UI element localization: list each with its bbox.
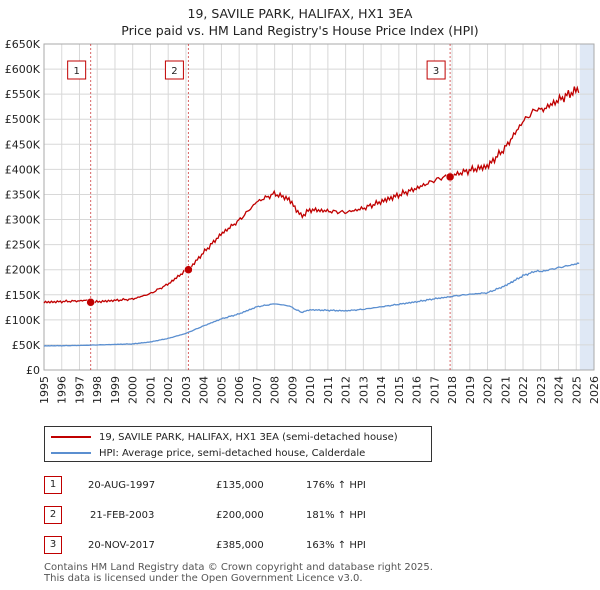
legend-hpi: HPI: Average price, semi-detached house,… xyxy=(51,445,365,461)
x-tick-label: 2023 xyxy=(535,376,548,404)
sale-label-box-3 xyxy=(426,60,446,80)
x-tick-label: 1997 xyxy=(73,376,86,404)
y-tick-label: £550K xyxy=(5,88,41,101)
sale-hpi-2: 181% ↑ HPI xyxy=(306,510,366,521)
legend-property: 19, SAVILE PARK, HALIFAX, HX1 3EA (semi-… xyxy=(51,429,398,445)
sale-price-3: £385,000 xyxy=(216,540,264,551)
y-tick-label: £300K xyxy=(5,214,41,227)
x-tick-label: 2021 xyxy=(499,376,512,404)
x-tick-label: 2011 xyxy=(322,376,335,404)
plot-border xyxy=(43,43,595,371)
x-tick-label: 2025 xyxy=(570,376,583,404)
y-tick-label: £0 xyxy=(26,364,40,377)
y-tick-label: £350K xyxy=(5,188,41,201)
x-tick-label: 2019 xyxy=(464,376,477,404)
y-tick-label: £500K xyxy=(5,113,41,126)
y-tick-label: £600K xyxy=(5,63,41,76)
legend-hpi-swatch xyxy=(51,452,91,454)
y-tick-label: £400K xyxy=(5,163,41,176)
sale-row-1: 1 20-AUG-1997 £135,000 176% ↑ HPI xyxy=(44,476,564,496)
x-tick-label: 2007 xyxy=(251,376,264,404)
x-tick-label: 1999 xyxy=(109,376,122,404)
y-tick-label: £150K xyxy=(5,289,41,302)
sale-badge-2: 2 xyxy=(44,506,62,524)
property-line xyxy=(43,85,580,305)
x-tick-label: 2022 xyxy=(517,376,530,404)
sale-date-1: 20-AUG-1997 xyxy=(88,480,156,491)
hpi-line xyxy=(43,262,580,347)
price-chart: £0 £50K £100K £150K £200K £250K £300K £350K £400… xyxy=(5,38,600,404)
legend: 19, SAVILE PARK, HALIFAX, HX1 3EA (semi-… xyxy=(44,426,432,462)
plot-area xyxy=(44,44,594,370)
sale-label-1: 1 xyxy=(73,66,79,77)
x-tick-label: 2024 xyxy=(553,376,566,404)
x-tick-label: 2010 xyxy=(304,376,317,404)
sale-row-3: 3 20-NOV-2017 £385,000 163% ↑ HPI xyxy=(44,536,564,556)
x-tick-label: 2018 xyxy=(446,376,459,404)
x-tick-label: 1995 xyxy=(38,376,51,404)
sale-point-1 xyxy=(86,298,95,307)
y-tick-label: £450K xyxy=(5,138,41,151)
x-tick-label: 2015 xyxy=(393,376,406,404)
x-tick-label: 2017 xyxy=(428,376,441,404)
x-tick-label: 2003 xyxy=(180,376,193,404)
x-tick-label: 2012 xyxy=(340,376,353,404)
sale-price-1: £135,000 xyxy=(216,480,264,491)
sale-badge-1: 1 xyxy=(44,476,62,494)
y-tick-label: £250K xyxy=(5,239,41,252)
sale-hpi-3: 163% ↑ HPI xyxy=(306,540,366,551)
y-tick-label: £650K xyxy=(5,38,41,51)
x-tick-label: 2006 xyxy=(233,376,246,404)
x-tick-label: 2004 xyxy=(198,376,211,404)
x-tick-label: 2008 xyxy=(269,376,282,404)
sale-hpi-1: 176% ↑ HPI xyxy=(306,480,366,491)
chart-subtitle: Price paid vs. HM Land Registry's House … xyxy=(121,23,479,38)
sale-badge-3: 3 xyxy=(44,536,62,554)
x-tick-label: 2026 xyxy=(588,376,600,404)
x-tick-label: 2020 xyxy=(482,376,495,404)
sale-label-3: 3 xyxy=(433,66,439,77)
x-tick-label: 1996 xyxy=(56,376,69,404)
x-tick-label: 2002 xyxy=(162,376,175,404)
sale-label-box-1 xyxy=(67,60,87,80)
footer-copyright: Contains HM Land Registry data © Crown c… xyxy=(44,562,433,573)
x-tick-label: 2009 xyxy=(286,376,299,404)
x-tick-label: 2014 xyxy=(375,376,388,404)
legend-hpi-label: HPI: Average price, semi-detached house,… xyxy=(99,447,366,459)
sale-label-box-2 xyxy=(164,60,184,80)
sale-date-3: 20-NOV-2017 xyxy=(88,540,155,551)
y-tick-label: £200K xyxy=(5,264,41,277)
x-tick-label: 2005 xyxy=(215,376,228,404)
projection-band xyxy=(579,44,594,370)
sale-point-2 xyxy=(184,265,193,274)
sale-label-2: 2 xyxy=(171,66,177,77)
x-tick-label: 2013 xyxy=(357,376,370,404)
footer-licence: This data is licensed under the Open Gov… xyxy=(44,573,363,584)
y-tick-label: £100K xyxy=(5,314,41,327)
sale-price-2: £200,000 xyxy=(216,510,264,521)
legend-property-label: 19, SAVILE PARK, HALIFAX, HX1 3EA (semi-… xyxy=(99,431,398,443)
y-tick-label: £50K xyxy=(12,339,41,352)
sale-point-3 xyxy=(445,172,455,182)
sale-date-2: 21-FEB-2003 xyxy=(90,510,155,521)
chart-title: 19, SAVILE PARK, HALIFAX, HX1 3EA xyxy=(187,6,413,21)
x-tick-label: 1998 xyxy=(91,376,104,404)
x-tick-label: 2000 xyxy=(127,376,140,404)
x-tick-label: 2016 xyxy=(411,376,424,404)
sale-row-2: 2 21-FEB-2003 £200,000 181% ↑ HPI xyxy=(44,506,564,526)
legend-property-swatch xyxy=(51,436,91,438)
x-tick-label: 2001 xyxy=(144,376,157,404)
